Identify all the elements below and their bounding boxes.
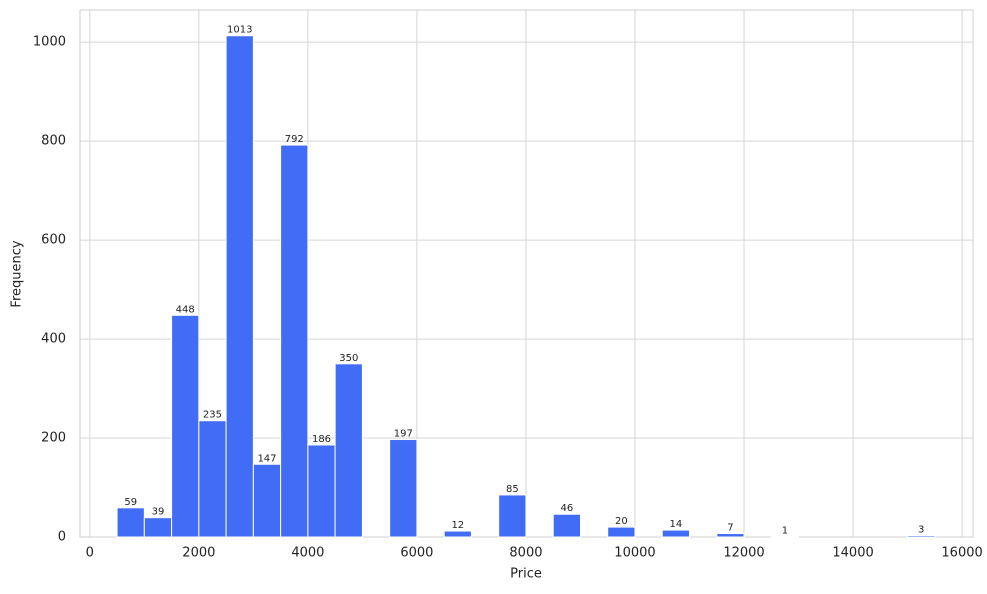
y-tick-label: 200 bbox=[41, 431, 66, 446]
bar bbox=[553, 514, 580, 537]
value-label: 59 bbox=[124, 497, 137, 508]
bar bbox=[608, 527, 635, 537]
bar bbox=[499, 495, 526, 537]
value-label: 792 bbox=[285, 134, 304, 145]
bar bbox=[662, 530, 689, 537]
bar bbox=[117, 508, 144, 537]
value-label: 14 bbox=[670, 519, 683, 530]
x-tick-label: 8000 bbox=[509, 546, 542, 561]
x-tick-label: 0 bbox=[86, 546, 94, 561]
bar bbox=[253, 464, 280, 537]
y-tick-label: 600 bbox=[41, 233, 66, 248]
x-tick-label: 4000 bbox=[291, 546, 324, 561]
x-tick-label: 6000 bbox=[400, 546, 433, 561]
value-label: 7 bbox=[727, 523, 733, 534]
x-axis-label: Price bbox=[510, 567, 542, 582]
y-tick-label: 800 bbox=[41, 134, 66, 149]
y-axis-label: Frequency bbox=[10, 240, 25, 307]
bar bbox=[717, 534, 744, 537]
bar bbox=[226, 36, 253, 537]
bar bbox=[444, 531, 471, 537]
x-tick-label: 10000 bbox=[614, 546, 655, 561]
value-label: 1013 bbox=[227, 25, 252, 36]
bar bbox=[144, 518, 171, 537]
bar bbox=[199, 421, 226, 537]
value-label: 12 bbox=[451, 520, 464, 531]
value-label: 147 bbox=[257, 453, 276, 464]
x-tick-label: 16000 bbox=[941, 546, 982, 561]
bar bbox=[908, 536, 935, 537]
value-label: 197 bbox=[394, 429, 413, 440]
x-tick-label: 2000 bbox=[182, 546, 215, 561]
x-tick-label: 14000 bbox=[832, 546, 873, 561]
value-label: 39 bbox=[152, 507, 165, 518]
value-label: 186 bbox=[312, 434, 331, 445]
bar bbox=[390, 440, 417, 537]
value-label: 448 bbox=[176, 304, 195, 315]
y-tick-label: 1000 bbox=[33, 35, 66, 50]
value-label: 350 bbox=[339, 353, 358, 364]
y-tick-label: 0 bbox=[58, 530, 66, 545]
value-label: 46 bbox=[560, 503, 573, 514]
value-label: 85 bbox=[506, 484, 519, 495]
bar bbox=[281, 145, 308, 537]
value-label: 20 bbox=[615, 516, 628, 527]
bar bbox=[308, 445, 335, 537]
x-tick-label: 12000 bbox=[723, 546, 764, 561]
y-tick-label: 400 bbox=[41, 332, 66, 347]
value-label: 3 bbox=[918, 525, 924, 536]
bar bbox=[335, 364, 362, 537]
value-label: 1 bbox=[782, 526, 788, 537]
value-label: 235 bbox=[203, 410, 222, 421]
bar bbox=[172, 315, 199, 537]
